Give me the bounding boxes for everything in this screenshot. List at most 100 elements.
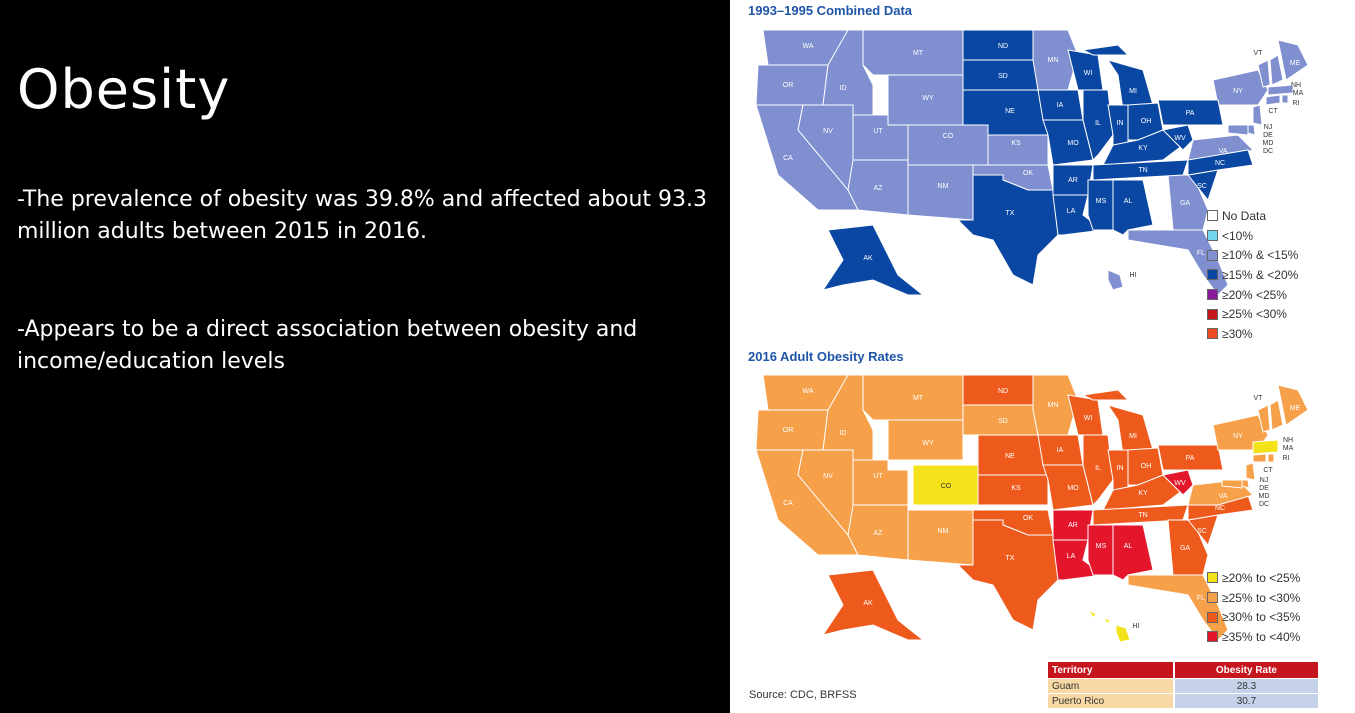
legend-label: ≥10% & <15%	[1222, 248, 1299, 263]
label-wv: WV	[1174, 135, 1186, 142]
label-ut: UT	[873, 128, 883, 135]
label-nm: NM	[938, 528, 949, 535]
bullet-prevalence: -The prevalence of obesity was 39.8% and…	[17, 187, 708, 244]
state-il	[1082, 89, 1114, 161]
map2-legend-row: ≥35% to <40%	[1207, 627, 1300, 647]
label-ma: MA	[1293, 90, 1304, 97]
label-nd: ND	[998, 388, 1008, 395]
state-hi	[1077, 259, 1124, 291]
table-row: Guam 28.3	[1048, 678, 1318, 694]
legend-label: ≥20% <25%	[1222, 287, 1287, 302]
label-ks: KS	[1011, 140, 1021, 147]
label-sd: SD	[998, 418, 1008, 425]
map-1993-1995: WA OR CA ID NV MT WY UT AZ CO NM ND SD N…	[755, 29, 1309, 296]
label-mo: MO	[1067, 140, 1079, 147]
state-az	[847, 159, 909, 216]
label-mi: MI	[1129, 433, 1137, 440]
legend-label: ≥20% to <25%	[1222, 570, 1301, 585]
map1-legend-row: ≥10% & <15%	[1207, 245, 1298, 265]
state-pa	[1157, 99, 1224, 126]
state-wv	[1161, 469, 1194, 496]
state-wv	[1161, 124, 1194, 151]
label-fl: FL	[1197, 250, 1205, 257]
state-ma	[1252, 439, 1279, 455]
label-de: DE	[1259, 485, 1269, 492]
legend-label: ≥35% to <40%	[1222, 629, 1301, 644]
state-mo	[1042, 119, 1094, 166]
obesity-maps-figure: 1993–1995 Combined Data	[730, 0, 1355, 713]
territory-rate: 28.3	[1172, 678, 1318, 694]
table-header-row: Territory Obesity Rate	[1048, 662, 1318, 679]
bullet-association: -Appears to be a direct association betw…	[17, 317, 638, 374]
label-ut: UT	[873, 473, 883, 480]
label-sd: SD	[998, 73, 1008, 80]
label-hi: HI	[1133, 623, 1140, 630]
label-pa: PA	[1186, 455, 1195, 462]
label-ia: IA	[1057, 102, 1064, 109]
legend-label: ≥15% & <20%	[1222, 267, 1299, 282]
label-or: OR	[783, 427, 794, 434]
label-vt: VT	[1254, 395, 1264, 402]
state-ms	[1087, 524, 1114, 576]
label-md: MD	[1259, 493, 1270, 500]
state-fl	[1127, 229, 1229, 296]
state-ut	[852, 459, 909, 506]
label-al: AL	[1124, 543, 1133, 550]
legend-label: ≥30% to <35%	[1222, 610, 1301, 625]
state-nm	[907, 509, 974, 566]
label-md: MD	[1263, 140, 1274, 147]
label-ny: NY	[1233, 88, 1243, 95]
label-wv: WV	[1174, 480, 1186, 487]
map1-title: 1993–1995 Combined Data	[748, 3, 913, 18]
label-me: ME	[1290, 405, 1301, 412]
state-ct	[1265, 94, 1281, 106]
label-ma: MA	[1283, 445, 1294, 452]
label-va: VA	[1219, 493, 1228, 500]
label-ri: RI	[1293, 100, 1300, 107]
label-wi: WI	[1084, 415, 1093, 422]
legend-swatch	[1207, 572, 1218, 584]
state-vt	[1257, 59, 1271, 88]
label-id: ID	[840, 85, 847, 92]
label-wi: WI	[1084, 70, 1093, 77]
label-nv: NV	[823, 128, 833, 135]
label-mo: MO	[1067, 485, 1079, 492]
label-pa: PA	[1186, 110, 1195, 117]
state-tx	[956, 519, 1059, 631]
label-nm: NM	[938, 183, 949, 190]
state-nh	[1269, 54, 1284, 86]
label-ca: CA	[783, 500, 793, 507]
label-nv: NV	[823, 473, 833, 480]
map1-legend-row: <10%	[1207, 226, 1298, 246]
state-ri	[1267, 453, 1275, 463]
label-ky: KY	[1138, 490, 1148, 497]
legend-swatch	[1207, 611, 1218, 623]
label-nh: NH	[1283, 437, 1293, 444]
label-tn: TN	[1138, 512, 1147, 519]
label-wy: WY	[922, 95, 934, 102]
territory-name: Puerto Rico	[1048, 693, 1174, 708]
header-territory: Territory	[1048, 662, 1174, 679]
legend-swatch	[1207, 230, 1218, 242]
label-nc: NC	[1215, 505, 1225, 512]
header-obesity-rate: Obesity Rate	[1172, 662, 1318, 679]
legend-swatch	[1207, 308, 1218, 320]
map1-legend: No Data <10% ≥10% & <15% ≥15% & <20% ≥20…	[1207, 206, 1298, 344]
legend-swatch	[1207, 269, 1218, 281]
label-wy: WY	[922, 440, 934, 447]
label-me: ME	[1290, 60, 1301, 67]
label-ga: GA	[1180, 545, 1190, 552]
label-ms: MS	[1096, 198, 1107, 205]
state-ks	[977, 474, 1049, 506]
state-nc	[1187, 149, 1254, 176]
label-nc: NC	[1215, 160, 1225, 167]
label-sc: SC	[1197, 183, 1207, 190]
label-fl: FL	[1197, 595, 1205, 602]
state-md	[1227, 124, 1249, 136]
legend-label: ≥30%	[1222, 326, 1253, 341]
label-ia: IA	[1057, 447, 1064, 454]
label-dc: DC	[1263, 148, 1273, 155]
table-row: Puerto Rico 30.7	[1048, 693, 1318, 708]
legend-swatch	[1207, 210, 1218, 222]
label-az: AZ	[874, 185, 884, 192]
